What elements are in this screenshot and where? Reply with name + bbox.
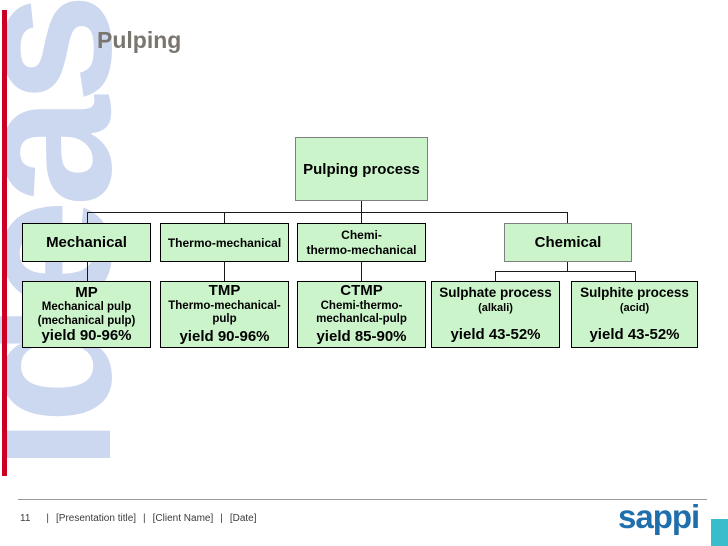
node-sulphite-process: Sulphite process (acid) yield 43-52%: [571, 281, 698, 348]
footer-client-name: [Client Name]: [152, 513, 214, 524]
node-thermo-mechanical: Thermo-mechanical: [160, 223, 289, 262]
node-label: Chemical: [534, 234, 602, 251]
node-sulphate-process: Sulphate process (alkali) yield 43-52%: [431, 281, 560, 348]
node-yield: yield 85-90%: [316, 328, 407, 346]
node-yield: yield 90-96%: [41, 326, 132, 344]
footer-separator: |: [46, 513, 49, 524]
connector-line: [361, 201, 362, 213]
node-subtitle: Mechanical pulp: [41, 301, 132, 314]
connector-line: [224, 212, 225, 224]
footer-presentation-title: [Presentation title]: [56, 513, 137, 524]
connector-line: [495, 271, 636, 272]
connector-line: [87, 262, 88, 282]
node-yield: yield 43-52%: [589, 325, 680, 343]
footer-separator: |: [220, 513, 223, 524]
sappi-logo: sappi: [618, 498, 700, 535]
node-title: Sulphite process: [580, 284, 689, 300]
node-label-line1: Chemi-: [341, 227, 382, 242]
connector-line: [224, 262, 225, 282]
page-number: 11: [20, 513, 31, 524]
teal-corner-square: [711, 519, 728, 546]
node-yield: yield 90-96%: [179, 328, 270, 346]
accent-red-bar: [2, 10, 7, 476]
node-subtitle: Thermo-mechanical-: [168, 299, 281, 312]
node-ctmp-chemi-thermo-mechanical-pulp: CTMP Chemi-thermo- mechanIcal-pulp yield…: [297, 281, 426, 348]
node-title: Sulphate process: [439, 284, 552, 300]
connector-line: [635, 271, 636, 282]
connector-line: [567, 212, 568, 224]
node-mechanical: Mechanical: [22, 223, 151, 262]
node-subtitle: Chemi-thermo-: [320, 299, 403, 312]
footer-divider: [18, 499, 707, 500]
node-subtitle: mechanIcal-pulp: [316, 313, 407, 325]
node-subtitle: (mechanical pulp): [37, 314, 136, 327]
node-tmp-thermo-mechanical-pulp: TMP Thermo-mechanical- pulp yield 90-96%: [160, 281, 289, 348]
node-subtitle: (alkali): [478, 301, 513, 314]
connector-line: [361, 212, 362, 224]
node-pulping-process: Pulping process: [295, 137, 428, 201]
footer-separator: |: [143, 513, 146, 524]
node-label-line2: thermo-mechanical: [306, 242, 417, 257]
node-chemical: Chemical: [504, 223, 632, 262]
footer-date: [Date]: [229, 513, 257, 524]
node-title: TMP: [208, 282, 241, 300]
connector-line: [87, 212, 88, 224]
node-title: CTMP: [340, 282, 383, 300]
node-label: Pulping process: [303, 160, 420, 178]
slide-title: Pulping: [97, 27, 182, 53]
node-subtitle: (acid): [619, 301, 650, 314]
node-title: MP: [75, 283, 98, 301]
footer: 11 | [Presentation title] | [Client Name] | [D…: [20, 513, 257, 524]
node-chemi-thermo-mechanical: Chemi- thermo-mechanical: [297, 223, 426, 262]
connector-line: [87, 212, 568, 213]
connector-line: [361, 262, 362, 282]
node-yield: yield 43-52%: [450, 325, 541, 343]
connector-line: [567, 262, 568, 272]
node-mp-mechanical-pulp: MP Mechanical pulp (mechanical pulp) yie…: [22, 281, 151, 348]
node-label: Mechanical: [46, 234, 127, 251]
node-label: Thermo-mechanical: [167, 235, 282, 250]
connector-line: [495, 271, 496, 282]
node-subtitle: pulp: [212, 313, 237, 325]
